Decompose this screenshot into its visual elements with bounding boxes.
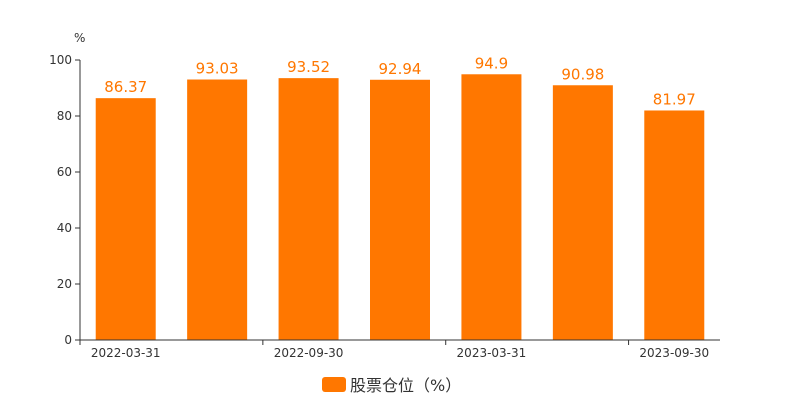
bar <box>95 98 156 340</box>
data-label: 93.03 <box>196 60 239 78</box>
bar <box>552 85 613 340</box>
data-label: 94.9 <box>475 54 508 72</box>
data-label: 93.52 <box>287 58 330 76</box>
y-tick-label: 60 <box>57 165 72 179</box>
data-label: 90.98 <box>561 65 604 83</box>
bar-series <box>95 74 705 341</box>
data-label: 86.37 <box>104 78 147 96</box>
x-tick-label: 2023-09-30 <box>639 346 709 360</box>
x-tick-label: 2022-03-31 <box>91 346 161 360</box>
legend-label: 股票仓位（%） <box>350 376 461 395</box>
y-tick-label: 20 <box>57 277 72 291</box>
x-axis: 2022-03-31 2022-09-30 2023-03-31 2023-09-30 <box>79 339 720 360</box>
bar <box>187 79 248 341</box>
bar <box>461 74 522 340</box>
y-tick-label: 0 <box>64 333 72 347</box>
y-axis-unit: % <box>74 31 85 45</box>
legend[interactable]: 股票仓位（%） <box>322 376 461 395</box>
x-tick-label: 2022-09-30 <box>274 346 344 360</box>
data-labels: 86.37 93.03 93.52 92.94 94.9 90.98 81.97 <box>104 54 696 108</box>
y-tick-label: 80 <box>57 109 72 123</box>
data-label: 81.97 <box>653 90 696 108</box>
bar <box>370 79 430 340</box>
y-tick-label: 100 <box>49 53 72 67</box>
y-tick-label: 40 <box>57 221 72 235</box>
x-tick-label: 2023-03-31 <box>457 346 527 360</box>
legend-swatch <box>322 377 346 392</box>
bar <box>644 110 705 340</box>
bar <box>278 78 339 341</box>
data-label: 92.94 <box>379 60 422 78</box>
y-axis: 0 20 40 60 80 100 <box>49 53 81 347</box>
